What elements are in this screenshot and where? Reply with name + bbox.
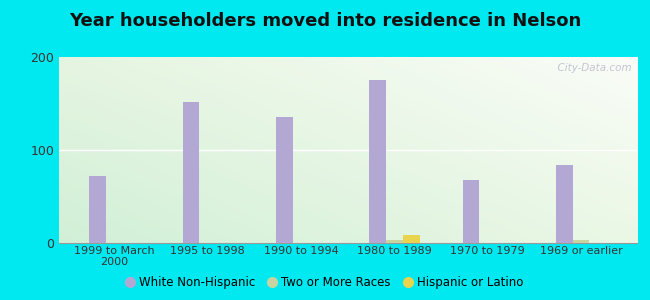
Bar xyxy=(573,240,590,243)
Bar xyxy=(556,165,573,243)
Bar xyxy=(403,235,420,243)
Text: Year householders moved into residence in Nelson: Year householders moved into residence i… xyxy=(69,12,581,30)
Bar xyxy=(276,117,292,243)
Bar xyxy=(89,176,106,243)
Bar xyxy=(183,102,200,243)
Bar xyxy=(386,240,403,243)
Bar xyxy=(463,180,479,243)
Bar xyxy=(369,80,386,243)
Legend: White Non-Hispanic, Two or More Races, Hispanic or Latino: White Non-Hispanic, Two or More Races, H… xyxy=(122,272,528,294)
Text: City-Data.com: City-Data.com xyxy=(551,63,631,73)
